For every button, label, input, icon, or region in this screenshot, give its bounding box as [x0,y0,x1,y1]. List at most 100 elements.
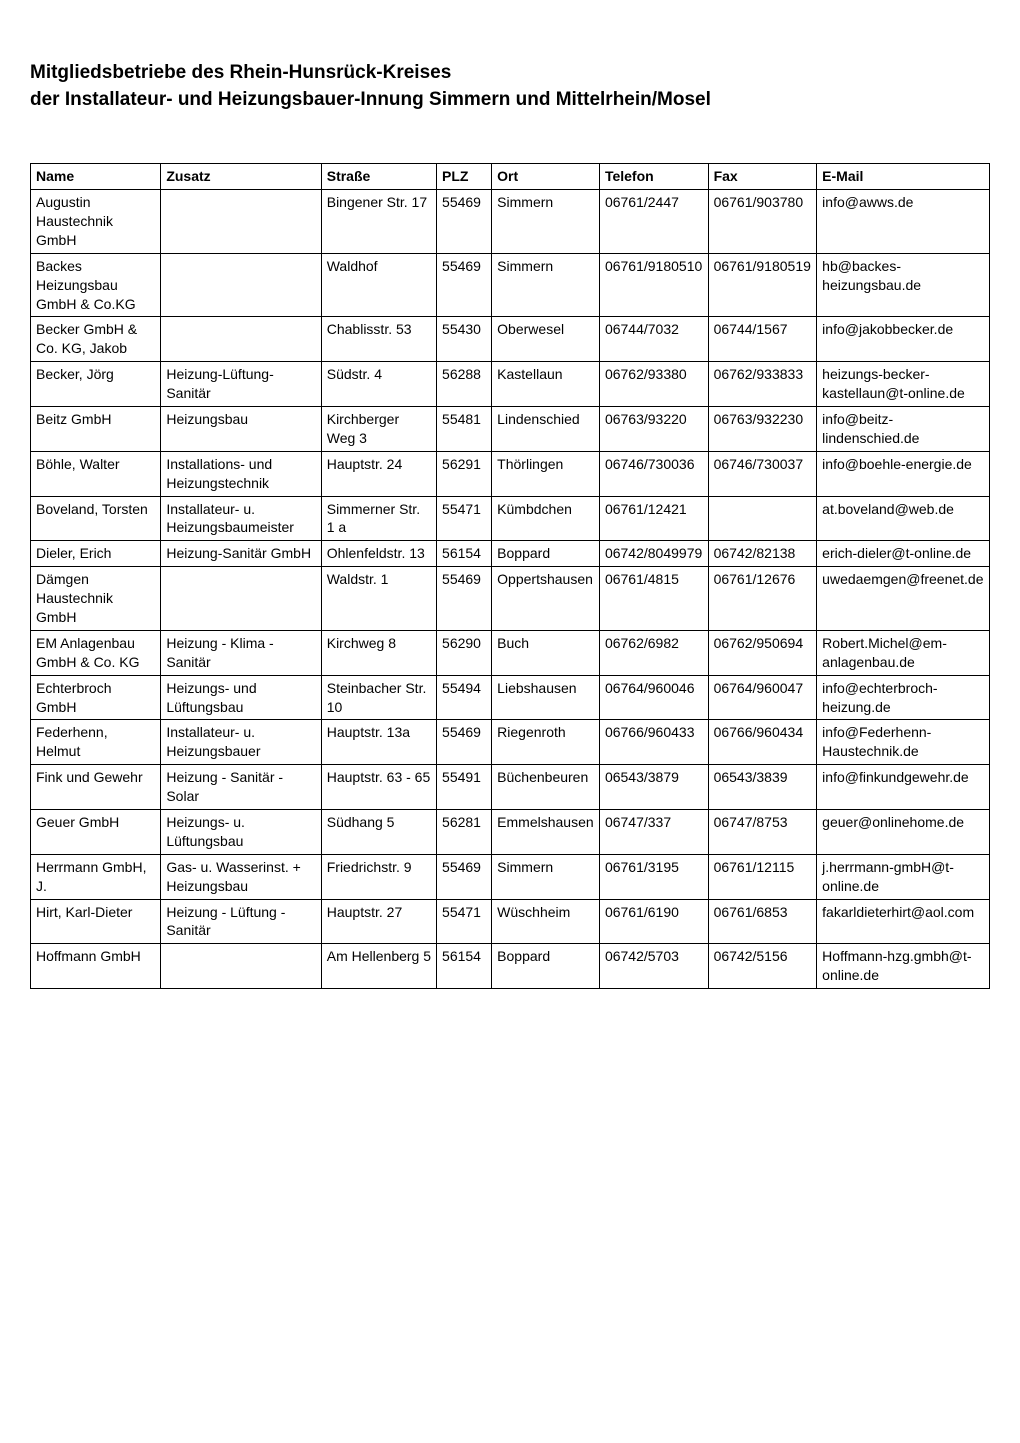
cell-name: Augustin Haustechnik GmbH [31,190,161,254]
cell-strasse: Steinbacher Str. 10 [321,675,436,720]
table-row: Augustin Haustechnik GmbH Bingener Str. 1… [31,190,990,254]
cell-strasse: Hauptstr. 24 [321,451,436,496]
cell-strasse: Bingener Str. 17 [321,190,436,254]
cell-email: j.herrmann-gmbH@t-online.de [817,854,990,899]
cell-fax: 06762/933833 [708,362,817,407]
cell-plz: 55469 [437,854,492,899]
table-header: NameZusatzStraßePLZOrtTelefonFaxE-Mail [31,164,990,190]
table-row: Hirt, Karl-DieterHeizung - Lüftung - San… [31,899,990,944]
cell-name: Becker, Jörg [31,362,161,407]
cell-strasse: Simmerner Str. 1 a [321,496,436,541]
cell-telefon: 06762/93380 [599,362,708,407]
cell-fax: 06763/932230 [708,406,817,451]
cell-strasse: Kirchberger Weg 3 [321,406,436,451]
cell-zusatz: Heizungs- und Lüftungsbau [161,675,321,720]
cell-plz: 56154 [437,541,492,567]
cell-strasse: Hauptstr. 13a [321,720,436,765]
cell-telefon: 06761/2447 [599,190,708,254]
cell-ort: Boppard [492,944,600,989]
cell-fax: 06543/3839 [708,765,817,810]
cell-fax: 06761/9180519 [708,253,817,317]
title-line-1: Mitgliedsbetriebe des Rhein-Hunsrück-Kre… [30,60,990,87]
cell-ort: Wüschheim [492,899,600,944]
cell-name: Herrmann GmbH, J. [31,854,161,899]
cell-zusatz: Installations- und Heizungstechnik [161,451,321,496]
cell-email: info@Federhenn-Haustechnik.de [817,720,990,765]
cell-name: Dieler, Erich [31,541,161,567]
table-row: Herrmann GmbH, J.Gas- u. Wasserinst. + H… [31,854,990,899]
cell-email: at.boveland@web.de [817,496,990,541]
cell-fax: 06746/730037 [708,451,817,496]
cell-name: Beitz GmbH [31,406,161,451]
cell-strasse: Waldstr. 1 [321,567,436,631]
cell-strasse: Friedrichstr. 9 [321,854,436,899]
header-row: NameZusatzStraßePLZOrtTelefonFaxE-Mail [31,164,990,190]
cell-plz: 56290 [437,630,492,675]
cell-plz: 55494 [437,675,492,720]
cell-ort: Buch [492,630,600,675]
cell-plz: 56288 [437,362,492,407]
cell-zusatz: Heizung - Sanitär - Solar [161,765,321,810]
cell-zusatz: Heizung - Klima - Sanitär [161,630,321,675]
cell-fax: 06761/12115 [708,854,817,899]
cell-ort: Liebshausen [492,675,600,720]
cell-zusatz: Installateur- u. Heizungsbauer [161,720,321,765]
cell-telefon: 06744/7032 [599,317,708,362]
cell-zusatz: Heizung-Sanitär GmbH [161,541,321,567]
header-zusatz: Zusatz [161,164,321,190]
cell-name: Federhenn, Helmut [31,720,161,765]
cell-ort: Simmern [492,854,600,899]
cell-fax: 06764/960047 [708,675,817,720]
cell-ort: Büchenbeuren [492,765,600,810]
table-row: Böhle, WalterInstallations- und Heizungs… [31,451,990,496]
cell-name: Fink und Gewehr [31,765,161,810]
members-table: NameZusatzStraßePLZOrtTelefonFaxE-Mail A… [30,163,990,989]
cell-zusatz [161,253,321,317]
cell-fax: 06762/950694 [708,630,817,675]
header-fax: Fax [708,164,817,190]
cell-name: Backes Heizungsbau GmbH & Co.KG [31,253,161,317]
cell-name: Geuer GmbH [31,810,161,855]
cell-strasse: Hauptstr. 27 [321,899,436,944]
cell-strasse: Südstr. 4 [321,362,436,407]
cell-email: heizungs-becker-kastellaun@t-online.de [817,362,990,407]
title-line-2: der Installateur- und Heizungsbauer-Innu… [30,87,990,114]
cell-name: Böhle, Walter [31,451,161,496]
cell-plz: 55471 [437,496,492,541]
cell-plz: 56281 [437,810,492,855]
table-row: Becker GmbH & Co. KG, JakobChablisstr. 5… [31,317,990,362]
header-plz: PLZ [437,164,492,190]
cell-telefon: 06764/960046 [599,675,708,720]
cell-name: Boveland, Torsten [31,496,161,541]
cell-plz: 56291 [437,451,492,496]
cell-ort: Emmelshausen [492,810,600,855]
cell-fax: 06761/12676 [708,567,817,631]
cell-email: erich-dieler@t-online.de [817,541,990,567]
cell-name: Dämgen Haustechnik GmbH [31,567,161,631]
cell-fax: 06761/6853 [708,899,817,944]
cell-plz: 55430 [437,317,492,362]
header-name: Name [31,164,161,190]
cell-email: uwedaemgen@freenet.de [817,567,990,631]
cell-ort: Kastellaun [492,362,600,407]
table-row: EM Anlagenbau GmbH & Co. KGHeizung - Kli… [31,630,990,675]
cell-zusatz [161,317,321,362]
table-row: Federhenn, HelmutInstallateur- u. Heizun… [31,720,990,765]
cell-plz: 55471 [437,899,492,944]
cell-plz: 55491 [437,765,492,810]
cell-name: Echterbroch GmbH [31,675,161,720]
cell-plz: 55469 [437,567,492,631]
cell-email: Hoffmann-hzg.gmbh@t-online.de [817,944,990,989]
cell-ort: Oppertshausen [492,567,600,631]
cell-ort: Thörlingen [492,451,600,496]
cell-name: Hirt, Karl-Dieter [31,899,161,944]
cell-fax: 06744/1567 [708,317,817,362]
table-body: Augustin Haustechnik GmbH Bingener Str. 1… [31,190,990,989]
header-strasse: Straße [321,164,436,190]
cell-ort: Kümbdchen [492,496,600,541]
cell-email: info@finkundgewehr.de [817,765,990,810]
cell-telefon: 06746/730036 [599,451,708,496]
cell-telefon: 06543/3879 [599,765,708,810]
cell-email: Robert.Michel@em-anlagenbau.de [817,630,990,675]
cell-telefon: 06762/6982 [599,630,708,675]
